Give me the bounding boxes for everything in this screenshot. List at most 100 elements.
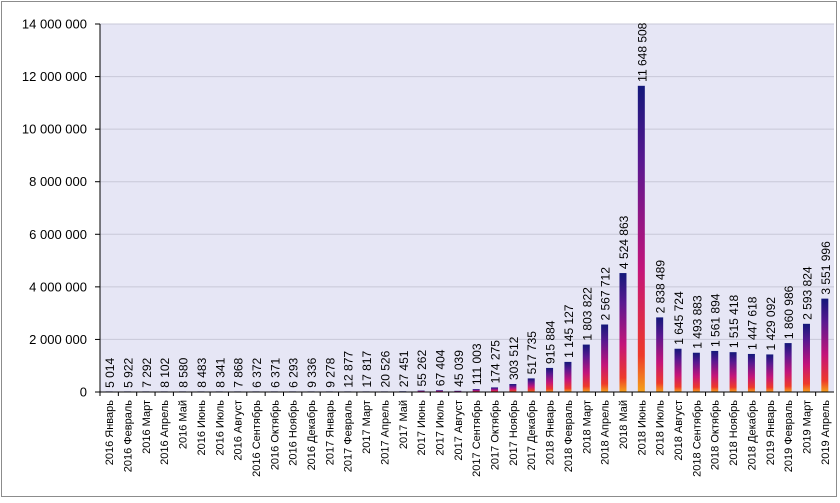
x-tick-label: 2016 Сентябрь [251,400,263,477]
data-label: 9 278 [323,357,337,387]
data-label: 1 561 894 [709,293,723,347]
data-label: 67 404 [433,349,447,386]
x-tick-label: 2017 Май [398,400,410,449]
data-label: 12 877 [342,351,356,388]
data-labels: 5 014 5 922 7 292 8 102 8 580 8 483 8 341 7 868… [103,22,833,388]
bar [472,389,480,392]
axes [95,23,834,396]
bar [491,387,499,392]
x-tick-label: 2018 Сентябрь [691,400,703,477]
data-label: 3 551 996 [819,241,833,295]
bar [821,298,829,392]
y-tick-label: 12 000 000 [22,69,87,84]
x-tick-label: 2016 Март [141,400,153,454]
bar [711,350,719,392]
x-tick-label: 2018 Декабрь [746,400,758,471]
x-tick-label: 2017 Июль [434,400,446,456]
bar [784,343,792,392]
bar [435,390,443,392]
bar [674,348,682,392]
data-label: 517 735 [525,331,539,375]
bar [509,384,517,392]
bar [766,354,774,392]
x-tick-label: 2016 Июнь [196,400,208,456]
data-label: 4 524 863 [617,215,631,269]
data-label: 5 922 [122,357,136,387]
x-tick-label: 2018 Октябрь [710,400,722,470]
bar [601,324,609,392]
x-tick-label: 2017 Март [361,400,373,454]
data-label: 2 593 824 [800,266,814,320]
data-label: 9 336 [305,357,319,387]
x-tick-label: 2018 Июнь [636,400,648,456]
bar [729,352,737,392]
x-tick-label: 2016 Декабрь [306,400,318,471]
data-label: 1 860 986 [782,285,796,339]
data-label: 915 884 [544,320,558,364]
x-tick-label: 2019 Март [801,400,813,454]
bar [802,323,810,392]
x-tick-label: 2017 Февраль [343,400,355,473]
data-label: 55 262 [415,350,429,387]
y-tick-label: 6 000 000 [29,227,87,242]
x-tick-label: 2019 Апрель [820,400,832,465]
x-tick-label: 2017 Август [453,400,465,461]
data-label: 303 512 [507,336,521,380]
bar [656,317,664,392]
data-label: 1 515 418 [727,294,741,348]
bar [747,353,755,392]
x-tick-label: 2017 Апрель [379,400,391,465]
data-label: 8 341 [213,357,227,387]
x-tick-label: 2018 Январь [545,400,557,466]
data-label: 6 371 [268,357,282,387]
x-tick-label: 2017 Ноябрь [508,400,520,466]
x-tick-label: 2018 Март [581,400,593,454]
y-tick-label: 4 000 000 [29,279,87,294]
y-tick-label: 14 000 000 [22,17,87,32]
data-label: 2 567 712 [599,267,613,321]
plot-area [100,24,834,392]
x-tick-label: 2018 Ноябрь [728,400,740,466]
y-tick-label: 0 [80,385,87,400]
x-tick-label: 2017 Январь [324,400,336,466]
data-label: 11 648 508 [635,22,649,81]
data-label: 20 526 [378,350,392,387]
x-tick-label: 2018 Август [673,400,685,461]
x-tick-label: 2016 Июль [214,400,226,456]
x-tick-label: 2019 Февраль [783,400,795,473]
data-label: 2 838 489 [654,260,668,314]
data-label: 45 039 [452,350,466,387]
data-label: 17 817 [360,351,374,388]
data-label: 174 275 [489,340,503,384]
bar [417,390,425,392]
x-tick-label: 2016 Октябрь [269,400,281,470]
gridlines [100,23,834,340]
bar [619,273,627,392]
x-tick-label: 2016 Апрель [159,400,171,465]
bar [692,352,700,392]
data-label: 6 293 [287,357,301,387]
x-tick-label: 2017 Июнь [416,400,428,456]
x-tick-label: 2017 Сентябрь [471,400,483,477]
data-label: 27 451 [397,350,411,387]
data-label: 8 483 [195,357,209,387]
bar [454,390,462,392]
data-label: 7 868 [232,357,246,387]
x-tick-label: 2016 Ноябрь [288,400,300,466]
data-label: 5 014 [103,358,117,388]
bar [637,85,645,393]
data-label: 6 372 [250,357,264,387]
x-tick-label: 2018 Май [618,400,630,449]
y-tick-label: 2 000 000 [29,332,87,347]
x-tick-label: 2019 Январь [765,400,777,466]
x-tick-label: 2017 Октябрь [490,400,502,470]
data-label: 111 003 [470,343,484,385]
bar [582,344,590,392]
data-label: 1 803 822 [580,287,594,341]
y-tick-labels: 0 2 000 000 4 000 000 6 000 000 8 000 000 10 … [22,17,87,400]
data-label: 1 493 883 [690,295,704,349]
bar [527,378,535,392]
data-label: 1 145 127 [562,304,576,358]
